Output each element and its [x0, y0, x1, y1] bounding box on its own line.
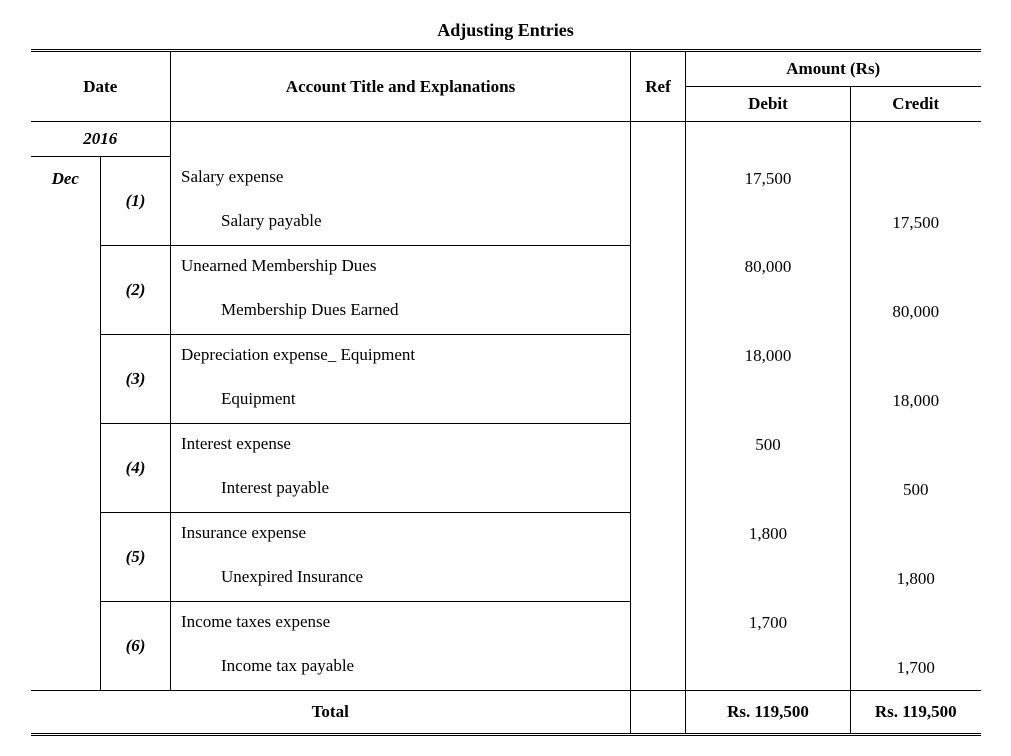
year-row: 2016 [31, 122, 981, 157]
journal-table: Date Account Title and Explanations Ref … [31, 49, 981, 736]
credit-amount: 1,800 [851, 557, 981, 602]
ref-cell [631, 157, 686, 691]
year-cell: 2016 [31, 122, 171, 157]
entry-no: (2) [101, 245, 171, 334]
month-cell: Dec [31, 157, 101, 691]
debit-amount: 1,800 [686, 512, 851, 557]
entry-no: (3) [101, 334, 171, 423]
hdr-date: Date [31, 51, 171, 122]
total-label: Total [31, 690, 631, 734]
entry-no: (6) [101, 601, 171, 690]
hdr-credit: Credit [851, 87, 981, 122]
debit-account: Insurance expense [171, 512, 631, 557]
header-row-1: Date Account Title and Explanations Ref … [31, 51, 981, 87]
credit-account: Salary payable [171, 201, 631, 246]
table-row: Income tax payable 1,700 [31, 646, 981, 691]
debit-amount: 1,700 [686, 601, 851, 646]
table-row: (4) Interest expense 500 [31, 423, 981, 468]
table-row: Interest payable 500 [31, 468, 981, 513]
total-credit: Rs. 119,500 [851, 690, 981, 734]
credit-amount: 18,000 [851, 379, 981, 424]
debit-account: Unearned Membership Dues [171, 245, 631, 290]
entry-no: (1) [101, 157, 171, 246]
debit-account: Interest expense [171, 423, 631, 468]
credit-amount: 500 [851, 468, 981, 513]
credit-amount: 1,700 [851, 646, 981, 691]
debit-amount: 500 [686, 423, 851, 468]
table-row: (6) Income taxes expense 1,700 [31, 601, 981, 646]
table-row: (2) Unearned Membership Dues 80,000 [31, 245, 981, 290]
table-row: Unexpired Insurance 1,800 [31, 557, 981, 602]
hdr-amount: Amount (Rs) [686, 51, 981, 87]
total-row: Total Rs. 119,500 Rs. 119,500 [31, 690, 981, 734]
table-row: Salary payable 17,500 [31, 201, 981, 246]
credit-account: Unexpired Insurance [171, 557, 631, 602]
debit-account: Salary expense [171, 157, 631, 201]
hdr-debit: Debit [686, 87, 851, 122]
table-row: (5) Insurance expense 1,800 [31, 512, 981, 557]
table-row: Membership Dues Earned 80,000 [31, 290, 981, 335]
credit-account: Membership Dues Earned [171, 290, 631, 335]
entry-no: (4) [101, 423, 171, 512]
entry-no: (5) [101, 512, 171, 601]
credit-amount: 80,000 [851, 290, 981, 335]
debit-amount: 17,500 [686, 157, 851, 201]
credit-amount: 17,500 [851, 201, 981, 246]
credit-account: Income tax payable [171, 646, 631, 691]
hdr-ref: Ref [631, 51, 686, 122]
debit-account: Income taxes expense [171, 601, 631, 646]
debit-amount: 18,000 [686, 334, 851, 379]
page-title: Adjusting Entries [30, 20, 981, 41]
table-row: Dec (1) Salary expense 17,500 [31, 157, 981, 201]
debit-account: Depreciation expense_ Equipment [171, 334, 631, 379]
table-row: Equipment 18,000 [31, 379, 981, 424]
debit-amount: 80,000 [686, 245, 851, 290]
total-debit: Rs. 119,500 [686, 690, 851, 734]
hdr-title: Account Title and Explanations [171, 51, 631, 122]
credit-account: Equipment [171, 379, 631, 424]
credit-account: Interest payable [171, 468, 631, 513]
table-row: (3) Depreciation expense_ Equipment 18,0… [31, 334, 981, 379]
